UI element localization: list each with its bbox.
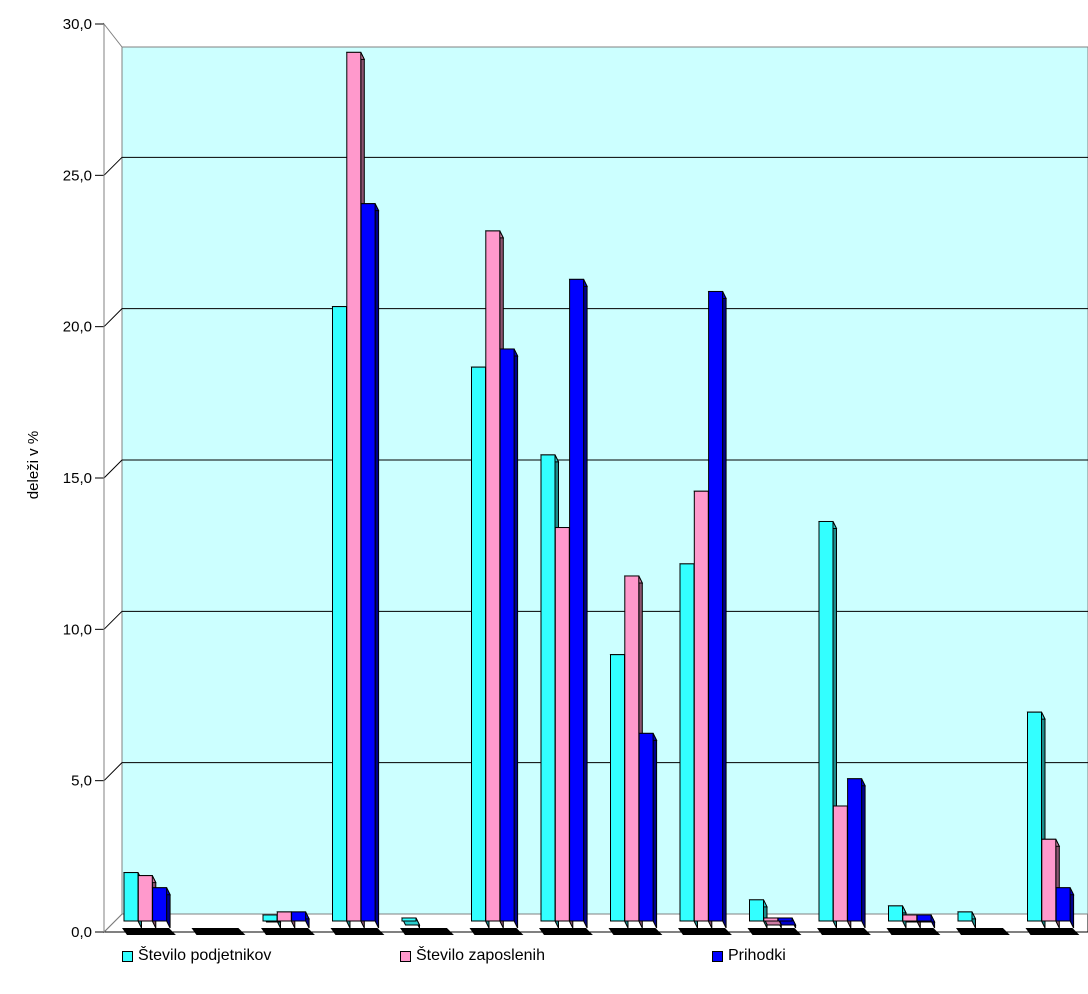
bar-group-base	[469, 928, 524, 935]
bars	[122, 51, 1080, 935]
bar	[568, 278, 588, 929]
back-wall	[121, 46, 1088, 915]
legend: Število podjetnikov Število zaposlenih P…	[122, 944, 786, 968]
bar	[846, 778, 866, 929]
bar	[290, 911, 310, 929]
legend-swatch-prihodki	[712, 950, 723, 962]
bar-group-base	[122, 928, 176, 935]
bar-group-base	[886, 928, 941, 935]
bar-group-base	[330, 928, 385, 935]
grid-lines	[103, 156, 1088, 782]
bar	[401, 917, 421, 929]
gridline	[103, 762, 1088, 782]
bar-group-base	[817, 928, 871, 935]
bar	[499, 348, 519, 929]
legend-swatch-podjetnikov	[122, 950, 133, 962]
y-axis-ticks: 0,0 5,0 10,0 15,0 20,0 25,0 30,0	[63, 16, 105, 941]
y-tick-label: 25,0	[63, 167, 92, 184]
chart-walls	[102, 22, 1088, 934]
legend-label-zaposlenih: Število zaposlenih	[416, 947, 545, 964]
legend-label-podjetnikov: Število podjetnikov	[138, 947, 272, 964]
bar	[1055, 887, 1075, 929]
bar-group-base	[956, 928, 1010, 935]
bar	[916, 914, 936, 929]
legend-swatch-zaposlenih	[400, 950, 411, 962]
bar	[957, 911, 977, 929]
gridline	[103, 308, 1088, 328]
bar-group-base	[608, 928, 663, 935]
bar	[707, 290, 727, 929]
gridline	[103, 610, 1088, 630]
floor-plane	[102, 913, 1088, 933]
bar-group-base	[539, 928, 593, 935]
y-tick-label: 15,0	[63, 470, 92, 487]
bar-group-base	[400, 928, 454, 935]
y-tick-label: 5,0	[71, 773, 92, 790]
bar-group-base	[1025, 928, 1080, 935]
bar	[762, 917, 783, 929]
y-axis-title: deleži v %	[25, 431, 42, 499]
y-tick-label: 20,0	[63, 319, 92, 336]
y-tick-label: 30,0	[63, 16, 92, 33]
bar-group-base	[261, 928, 315, 935]
gridline	[103, 156, 1088, 176]
bar-group-base	[191, 928, 246, 935]
legend-item-prihodki: Prihodki	[712, 947, 786, 965]
bar	[151, 887, 171, 929]
gridline	[103, 459, 1088, 479]
bar-group-base	[747, 928, 802, 935]
bar-group-base	[678, 928, 732, 935]
y-tick-label: 0,0	[71, 924, 92, 941]
legend-item-zaposlenih: Število zaposlenih	[400, 947, 712, 965]
bar	[638, 732, 658, 929]
legend-label-prihodki: Prihodki	[728, 947, 786, 964]
legend-item-podjetnikov: Število podjetnikov	[122, 947, 400, 965]
bar	[777, 917, 797, 929]
bar	[360, 203, 380, 929]
bar	[748, 899, 768, 929]
y-tick-label: 10,0	[63, 621, 92, 638]
